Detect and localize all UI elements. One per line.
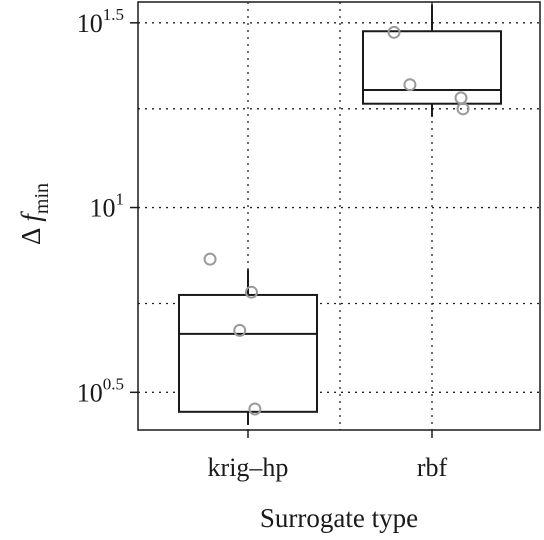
data-point xyxy=(248,402,262,416)
boxes xyxy=(178,4,502,425)
x-tick-label: krig–hp xyxy=(208,453,289,482)
y-tick-label-base: 10 xyxy=(77,378,103,407)
box-body xyxy=(362,30,502,105)
x-tick-label: rbf xyxy=(417,453,448,482)
y-axis-title-symbol: Δ xyxy=(16,228,46,245)
y-tick-label-exponent: 0.5 xyxy=(103,374,124,393)
data-point xyxy=(456,102,470,116)
x-axis-title: Surrogate type xyxy=(260,503,418,533)
y-tick-label-base: 10 xyxy=(77,9,103,38)
data-point xyxy=(387,25,401,39)
y-tick-label: 101.5 xyxy=(77,5,124,38)
y-axis-title-sub: min xyxy=(31,183,53,214)
data-points xyxy=(203,25,470,416)
y-tick-label-exponent: 1.5 xyxy=(103,5,124,24)
y-tick-label: 100.5 xyxy=(77,374,124,407)
y-axis-title: Δfmin xyxy=(16,183,53,245)
data-point xyxy=(203,252,217,266)
y-tick-label-base: 10 xyxy=(90,194,116,223)
box-rbf xyxy=(362,4,502,117)
box-krig-hp xyxy=(178,269,318,425)
y-tick-label: 101 xyxy=(90,190,125,223)
y-tick-label-exponent: 1 xyxy=(116,190,125,209)
plot-frame xyxy=(137,1,541,431)
data-point xyxy=(233,323,247,337)
data-point xyxy=(244,285,258,299)
y-axis-title-var: f xyxy=(16,211,46,222)
box-body xyxy=(178,293,318,413)
data-point xyxy=(403,78,417,92)
svg-text:Δfmin: Δfmin xyxy=(16,183,53,245)
